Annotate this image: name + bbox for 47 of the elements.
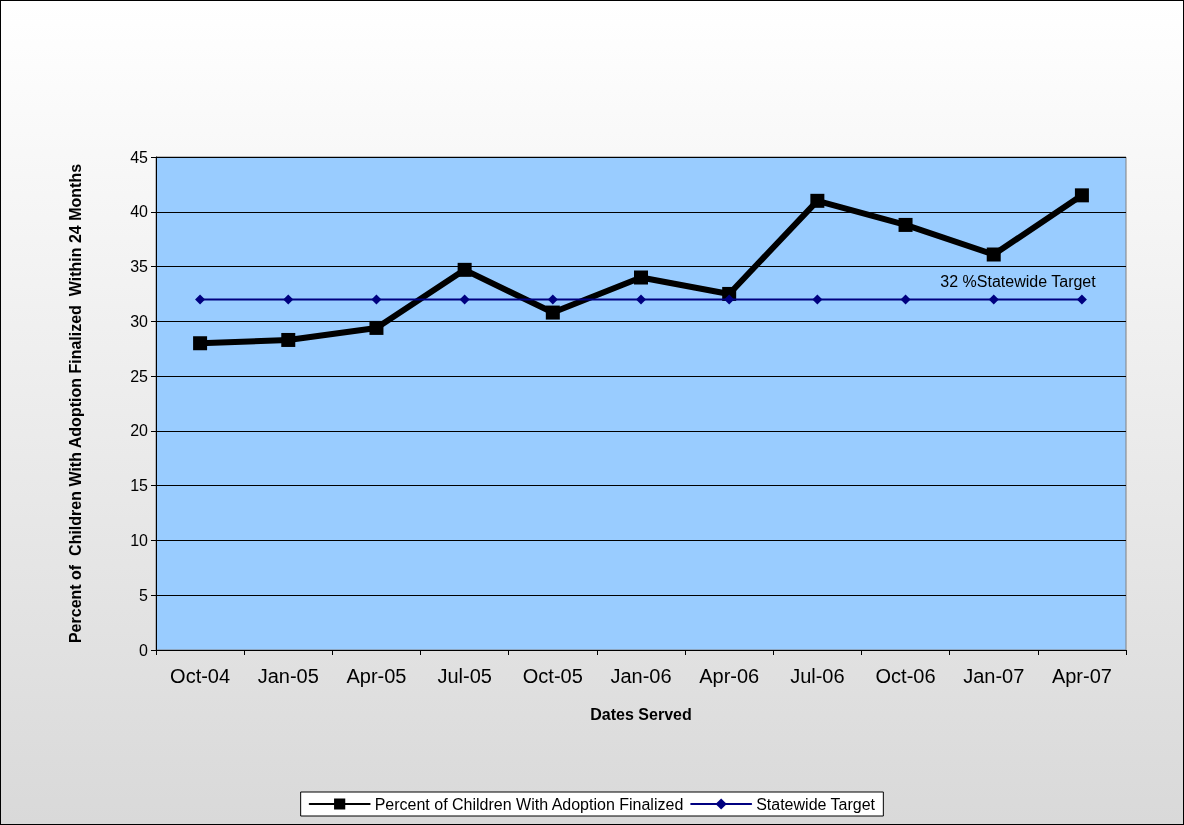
point xyxy=(1074,188,1089,203)
x-tick-label: Jul-06 xyxy=(790,665,845,687)
point xyxy=(812,294,823,305)
point xyxy=(459,294,470,305)
y-tick-label: 40 xyxy=(130,203,149,221)
y-tick-label: 30 xyxy=(130,312,149,330)
x-tick-label: Apr-05 xyxy=(346,665,407,687)
x-tick-label: Jan-07 xyxy=(963,665,1025,687)
x-tick-label: Jul-05 xyxy=(437,665,492,687)
x-tick-label: Jan-05 xyxy=(257,665,319,687)
point xyxy=(547,294,558,305)
y-tick-label: 25 xyxy=(130,367,149,385)
point xyxy=(636,294,646,305)
point xyxy=(195,294,206,305)
x-tick-label: Jan-06 xyxy=(610,665,672,687)
legend-label: Percent of Children With Adoption Finalized xyxy=(374,795,684,813)
y-tick-label: 35 xyxy=(130,258,149,276)
point xyxy=(457,262,472,277)
y-tick-label: 0 xyxy=(139,641,149,659)
point xyxy=(193,336,208,351)
x-axis-title: Dates Served xyxy=(590,705,692,723)
point xyxy=(283,294,294,305)
y-tick-label: 10 xyxy=(130,531,149,549)
point xyxy=(634,270,648,285)
point xyxy=(810,193,825,208)
x-tick-label: Oct-06 xyxy=(875,665,936,687)
point xyxy=(369,320,384,335)
point xyxy=(986,247,1001,262)
point xyxy=(900,294,911,305)
point xyxy=(545,305,560,320)
point xyxy=(371,294,382,305)
y-tick-label: 15 xyxy=(130,477,149,495)
legend-label: Statewide Target xyxy=(756,795,876,813)
x-tick-label: Apr-07 xyxy=(1051,665,1112,687)
point xyxy=(988,294,999,305)
y-tick-label: 45 xyxy=(130,148,149,166)
x-tick-label: Oct-04 xyxy=(170,665,231,687)
x-tick-label: Oct-05 xyxy=(522,665,583,687)
y-tick-label: 5 xyxy=(139,586,149,604)
x-tick-label: Apr-06 xyxy=(699,665,760,687)
y-tick-label: 20 xyxy=(130,422,149,440)
point xyxy=(1076,294,1087,305)
point xyxy=(898,217,913,232)
point xyxy=(724,294,735,305)
annotation: 32 %Statewide Target xyxy=(940,272,1097,290)
y-axis-title: Percent of Children With Adoption Finalized Within 24 Months xyxy=(66,163,84,644)
point xyxy=(281,332,296,347)
